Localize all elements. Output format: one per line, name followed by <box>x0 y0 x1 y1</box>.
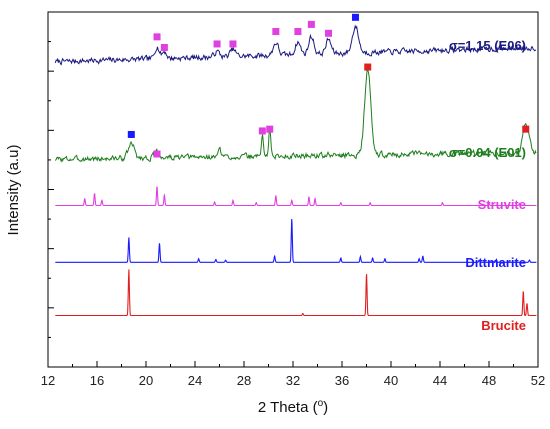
phase-marker <box>127 130 135 138</box>
phase-marker <box>266 125 274 133</box>
x-tick-label: 24 <box>188 373 202 388</box>
series-label-struvite: Struvite <box>478 197 526 212</box>
y-axis-title: Intensity (a.u) <box>5 145 22 236</box>
plot-frame <box>47 11 539 368</box>
phase-marker <box>160 44 168 51</box>
phase-marker <box>258 127 266 135</box>
y-axis-ticks <box>48 11 54 368</box>
phase-marker <box>229 40 237 48</box>
phase-marker <box>213 40 221 48</box>
phase-marker <box>351 13 359 21</box>
x-tick-label: 52 <box>531 373 545 388</box>
x-tick-label: 16 <box>90 373 104 388</box>
phase-marker <box>364 63 372 71</box>
phase-marker <box>153 33 161 41</box>
x-tick-label: 32 <box>286 373 300 388</box>
x-tick-label: 36 <box>335 373 349 388</box>
x-tick-label: 12 <box>41 373 55 388</box>
phase-marker <box>294 28 302 36</box>
marker-layer <box>127 13 530 158</box>
x-tick-label: 48 <box>482 373 496 388</box>
x-tick-label: 28 <box>237 373 251 388</box>
phase-marker <box>307 20 315 28</box>
phase-marker <box>272 28 280 36</box>
series-line-4 <box>55 269 537 317</box>
series-label-brucite: Brucite <box>481 318 526 333</box>
series-line-0 <box>54 24 537 66</box>
x-axis-ticks: 12 16 20 24 28 32 36 40 44 48 52 <box>41 361 545 388</box>
x-tick-label: 44 <box>433 373 447 388</box>
phase-marker <box>153 150 161 158</box>
phase-marker <box>522 125 530 133</box>
series-label-e01: σ=0.04 (E01) <box>449 145 526 160</box>
series-line-1 <box>54 68 537 163</box>
series-labels: σ=1.15 (E06) σ=0.04 (E01) Struvite Dittm… <box>449 38 526 333</box>
series-label-e06: σ=1.15 (E06) <box>449 38 526 53</box>
series-layer <box>54 24 537 317</box>
x-tick-label: 20 <box>139 373 153 388</box>
series-label-dittmarite: Dittmarite <box>465 255 526 270</box>
x-tick-label: 40 <box>384 373 398 388</box>
series-line-2 <box>55 186 537 207</box>
series-line-3 <box>55 219 537 263</box>
x-axis-title: 2 Theta (o) <box>258 398 328 416</box>
phase-marker <box>325 29 333 37</box>
